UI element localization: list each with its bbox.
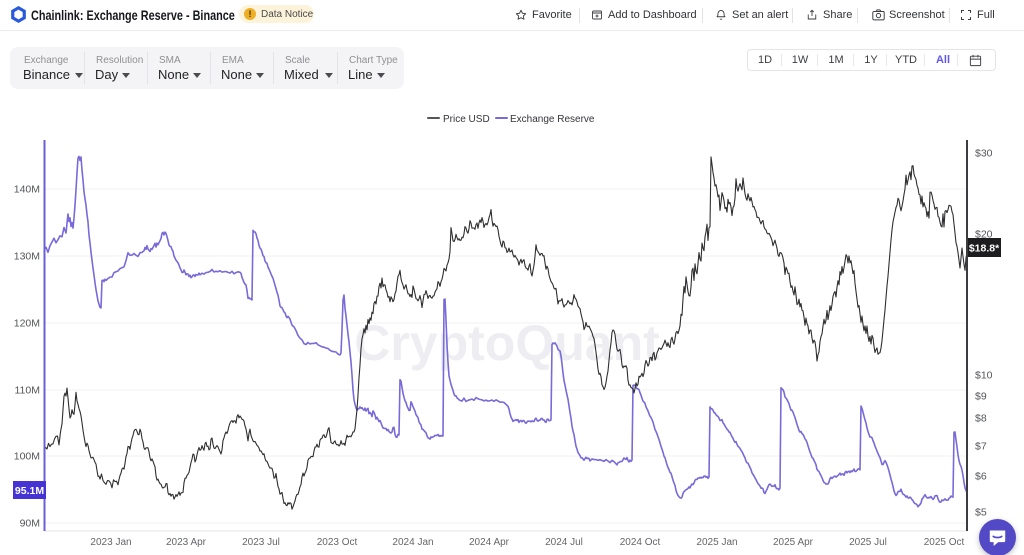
svg-text:2023 Oct: 2023 Oct — [317, 537, 358, 548]
svg-text:95.1M: 95.1M — [15, 485, 44, 497]
svg-text:2025 Oct: 2025 Oct — [924, 537, 965, 548]
svg-text:$5: $5 — [975, 507, 987, 519]
svg-text:2024 Apr: 2024 Apr — [469, 537, 510, 548]
svg-text:2023 Jul: 2023 Jul — [242, 537, 280, 548]
svg-text:$20: $20 — [975, 229, 993, 241]
svg-text:130M: 130M — [14, 251, 40, 263]
svg-text:$7: $7 — [975, 441, 987, 453]
svg-text:2024 Jul: 2024 Jul — [545, 537, 583, 548]
svg-text:$6: $6 — [975, 471, 987, 483]
svg-text:140M: 140M — [14, 184, 40, 196]
svg-text:2023 Apr: 2023 Apr — [166, 537, 207, 548]
svg-text:$30: $30 — [975, 148, 993, 160]
svg-text:$10: $10 — [975, 370, 993, 382]
svg-text:2024 Jan: 2024 Jan — [392, 537, 433, 548]
svg-text:120M: 120M — [14, 318, 40, 330]
svg-text:CryptoQuant: CryptoQuant — [354, 315, 660, 371]
svg-text:2024 Oct: 2024 Oct — [620, 537, 661, 548]
svg-text:90M: 90M — [20, 518, 40, 530]
svg-text:$9: $9 — [975, 391, 987, 403]
svg-text:2025 Jul: 2025 Jul — [849, 537, 887, 548]
svg-text:$18.8*: $18.8* — [969, 243, 1000, 255]
svg-text:2025 Apr: 2025 Apr — [773, 537, 814, 548]
svg-text:2023 Jan: 2023 Jan — [90, 537, 131, 548]
svg-text:110M: 110M — [15, 385, 41, 397]
svg-text:100M: 100M — [14, 451, 40, 463]
svg-text:2025 Jan: 2025 Jan — [696, 537, 737, 548]
svg-text:$8: $8 — [975, 413, 987, 425]
